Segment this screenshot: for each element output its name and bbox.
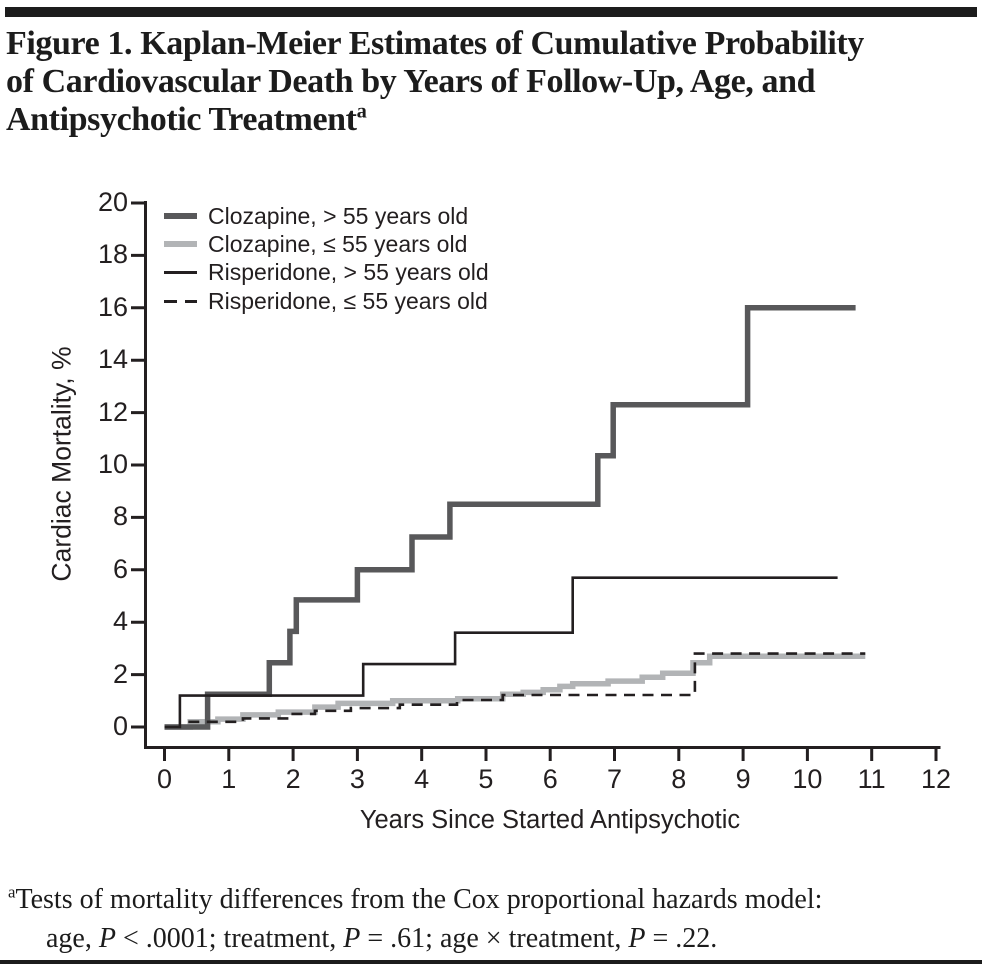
km-curve-2 [164,576,838,729]
legend-label: Clozapine, > 55 years old [208,202,469,229]
y-tick-label: 18 [97,239,128,270]
x-tick-label: 3 [349,764,365,794]
x-tick-label: 4 [414,764,430,794]
x-tick-label: 2 [285,764,301,794]
figure-title: Figure 1. Kaplan-Meier Estimates of Cumu… [6,25,974,139]
footnote-superscript: a [8,882,16,902]
km-curve-0 [164,305,856,730]
x-tick-label: 12 [920,764,951,794]
y-tick-label: 0 [112,711,128,741]
x-tick-label: 0 [156,764,173,794]
legend-label: Risperidone, > 55 years old [208,259,489,286]
x-tick-label: 9 [735,764,751,794]
footnote-line-1: aTests of mortality differences from the… [8,882,823,915]
p-value-symbol: P [98,923,116,954]
y-tick-label: 6 [112,553,128,584]
chart-legend: Clozapine, > 55 years old Clozapine, ≤ 55… [164,202,489,315]
legend-line-swatch [164,213,197,220]
p-value-symbol: P [343,923,361,954]
title-superscript: a [356,100,367,123]
y-tick-label: 20 [97,187,128,217]
y-tick-label: 2 [112,658,128,689]
footnote-line-2: age, P < .0001; treatment, P = .61; age … [46,923,718,954]
y-tick-label: 8 [112,501,128,532]
figure-title-line: Figure 1. Kaplan-Meier Estimates of Cumu… [6,25,864,62]
x-axis-title: Years Since Started Antipsychotic [359,806,741,834]
legend-line-swatch [164,299,197,303]
bottom-rule [0,960,982,964]
p-value-symbol: P [628,923,646,954]
legend-item: Clozapine, > 55 years old [164,202,489,230]
y-axis-title: Cardiac Mortality, % [46,346,77,582]
x-tick-label: 7 [607,764,623,794]
legend-line-swatch [164,271,197,275]
x-tick-label: 6 [542,764,558,794]
y-tick-label: 4 [112,606,128,637]
top-rule [5,7,977,17]
x-tick-label: 8 [671,764,687,794]
x-tick-label: 10 [792,764,823,794]
legend-item: Risperidone, > 55 years old [164,259,489,287]
figure-footnote: aTests of mortality differences from the… [8,880,976,958]
x-tick-label: 5 [478,764,494,794]
figure-title-line: of Cardiovascular Death by Years of Foll… [6,63,816,100]
x-axis-ticks [163,747,938,761]
legend-line-swatch [164,241,197,248]
x-tick-label: 1 [221,764,237,794]
y-axis-ticks [131,201,146,729]
legend-label: Clozapine, ≤ 55 years old [208,230,468,257]
legend-item: Risperidone, ≤ 55 years old [164,287,489,315]
y-tick-label: 10 [97,449,128,479]
km-curve-1 [164,653,866,730]
legend-item: Clozapine, ≤ 55 years old [164,230,489,258]
figure-title-line: Antipsychotic Treatmenta [6,100,367,138]
km-curve-3 [188,652,866,724]
y-tick-label: 16 [97,291,128,322]
y-tick-label: 14 [97,344,128,375]
legend-label: Risperidone, ≤ 55 years old [208,287,488,314]
x-tick-label: 11 [857,764,886,794]
y-tick-label: 12 [97,396,128,427]
